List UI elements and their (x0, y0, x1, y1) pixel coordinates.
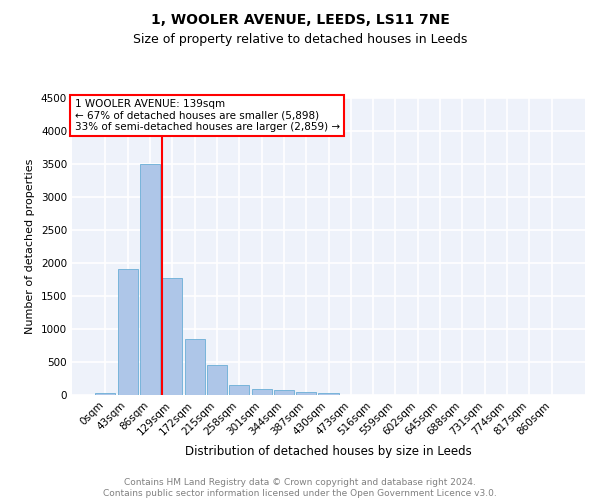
Bar (229, 385, 249, 395)
Bar (140, 164, 160, 395)
Bar (162, 278, 182, 395)
Bar (274, 390, 294, 395)
Text: Contains HM Land Registry data © Crown copyright and database right 2024.
Contai: Contains HM Land Registry data © Crown c… (103, 478, 497, 498)
X-axis label: Distribution of detached houses by size in Leeds: Distribution of detached houses by size … (185, 445, 472, 458)
Y-axis label: Number of detached properties: Number of detached properties (25, 158, 35, 334)
Text: 1 WOOLER AVENUE: 139sqm
← 67% of detached houses are smaller (5,898)
33% of semi: 1 WOOLER AVENUE: 139sqm ← 67% of detache… (74, 99, 340, 132)
Text: Size of property relative to detached houses in Leeds: Size of property relative to detached ho… (133, 32, 467, 46)
Bar (296, 392, 316, 395)
Text: 1, WOOLER AVENUE, LEEDS, LS11 7NE: 1, WOOLER AVENUE, LEEDS, LS11 7NE (151, 12, 449, 26)
Bar (185, 339, 205, 395)
Bar (207, 365, 227, 395)
Bar (319, 393, 338, 395)
Bar (95, 393, 115, 395)
Bar (251, 388, 272, 395)
Bar (118, 270, 138, 395)
